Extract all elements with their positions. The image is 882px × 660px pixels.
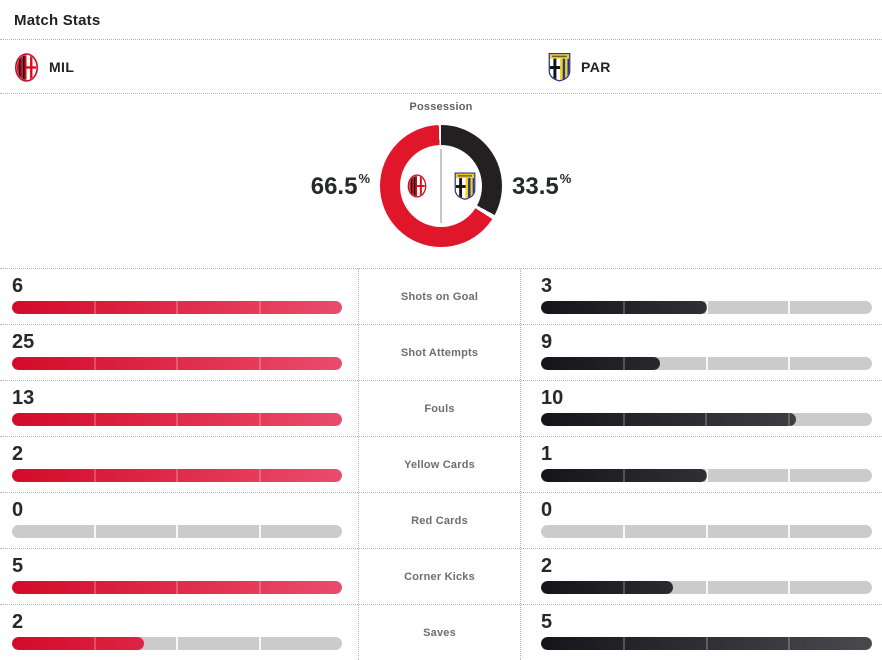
stat-label: Saves [423, 626, 456, 639]
stat-label: Shots on Goal [400, 290, 479, 303]
away-stat-cell: 2 [521, 549, 882, 604]
possession-title: Possession [409, 101, 473, 113]
stat-label: Fouls [424, 402, 455, 415]
away-stat-cell: 10 [521, 381, 882, 436]
home-stat-value: 2 [12, 443, 24, 465]
home-stat-cell: 13 [0, 381, 358, 436]
away-stat-bar [541, 301, 872, 314]
away-stat-cell: 0 [521, 493, 882, 548]
stat-row: 6 Shots on Goal 3 [0, 268, 882, 324]
stat-label-cell: Saves [358, 605, 521, 660]
team-home[interactable]: MIL [14, 40, 74, 94]
stat-row: 2 Saves 5 [0, 604, 882, 660]
home-stat-value: 25 [12, 331, 35, 353]
home-stat-bar [12, 581, 342, 594]
stat-row: 0 Red Cards 0 [0, 492, 882, 548]
possession-section: Possession 66.5% 33.5% [0, 94, 882, 268]
home-stat-value: 0 [12, 499, 24, 521]
milan-crest-icon [14, 53, 39, 82]
away-stat-bar [541, 413, 872, 426]
away-stat-value: 2 [541, 555, 553, 577]
stat-label: Shot Attempts [400, 346, 479, 359]
stat-label: Yellow Cards [404, 458, 475, 471]
home-stat-bar [12, 357, 342, 370]
milan-crest-icon [408, 173, 427, 200]
stat-row: 25 Shot Attempts 9 [0, 324, 882, 380]
widget-title: Match Stats [14, 12, 101, 29]
percent-sign: % [358, 170, 370, 186]
away-stat-value: 1 [541, 443, 553, 465]
home-stat-value: 2 [12, 611, 24, 633]
home-stat-bar [12, 469, 342, 482]
home-stat-value: 6 [12, 275, 24, 297]
away-stat-value: 10 [541, 387, 564, 409]
stat-label-cell: Yellow Cards [358, 437, 521, 492]
stat-row: 13 Fouls 10 [0, 380, 882, 436]
home-stat-value: 5 [12, 555, 24, 577]
home-stat-cell: 2 [0, 605, 358, 660]
widget-header: Match Stats [0, 0, 882, 40]
stat-label-cell: Corner Kicks [358, 549, 521, 604]
home-stat-bar [12, 301, 342, 314]
team-away-abbr: PAR [581, 59, 611, 75]
home-stat-value: 13 [12, 387, 35, 409]
parma-crest-icon [454, 171, 476, 201]
home-stat-bar [12, 525, 342, 538]
away-stat-bar [541, 581, 872, 594]
home-stat-cell: 25 [0, 325, 358, 380]
percent-sign: % [559, 170, 572, 186]
team-home-abbr: MIL [49, 59, 75, 75]
donut-center-divider [440, 149, 442, 223]
home-stat-cell: 5 [0, 549, 358, 604]
stats-table: 6 Shots on Goal 3 25 Shot Attempt [0, 268, 882, 660]
away-stat-value: 3 [541, 275, 553, 297]
stat-row: 5 Corner Kicks 2 [0, 548, 882, 604]
stat-row: 2 Yellow Cards 1 [0, 436, 882, 492]
away-stat-value: 9 [541, 331, 553, 353]
stat-label: Corner Kicks [404, 570, 475, 583]
stat-label: Red Cards [411, 514, 468, 527]
home-stat-cell: 2 [0, 437, 358, 492]
possession-donut-chart [380, 125, 502, 247]
stat-label-cell: Fouls [358, 381, 521, 436]
away-stat-cell: 1 [521, 437, 882, 492]
away-stat-cell: 3 [521, 269, 882, 324]
away-stat-bar [541, 525, 872, 538]
away-stat-bar [541, 357, 872, 370]
away-stat-value: 0 [541, 499, 553, 521]
possession-home-pct: 66.5% [310, 170, 370, 200]
parma-crest-icon [548, 52, 571, 82]
team-away[interactable]: PAR [548, 40, 611, 94]
home-stat-bar [12, 637, 342, 650]
possession-away-pct: 33.5% [512, 170, 572, 200]
stat-label-cell: Red Cards [358, 493, 521, 548]
home-stat-cell: 0 [0, 493, 358, 548]
away-stat-cell: 9 [521, 325, 882, 380]
away-stat-bar [541, 637, 872, 650]
teams-row: MIL PAR [0, 40, 882, 94]
stat-label-cell: Shot Attempts [358, 325, 521, 380]
away-stat-bar [541, 469, 872, 482]
away-stat-value: 5 [541, 611, 553, 633]
home-stat-cell: 6 [0, 269, 358, 324]
away-stat-cell: 5 [521, 605, 882, 660]
home-stat-bar [12, 413, 342, 426]
stat-label-cell: Shots on Goal [358, 269, 521, 324]
